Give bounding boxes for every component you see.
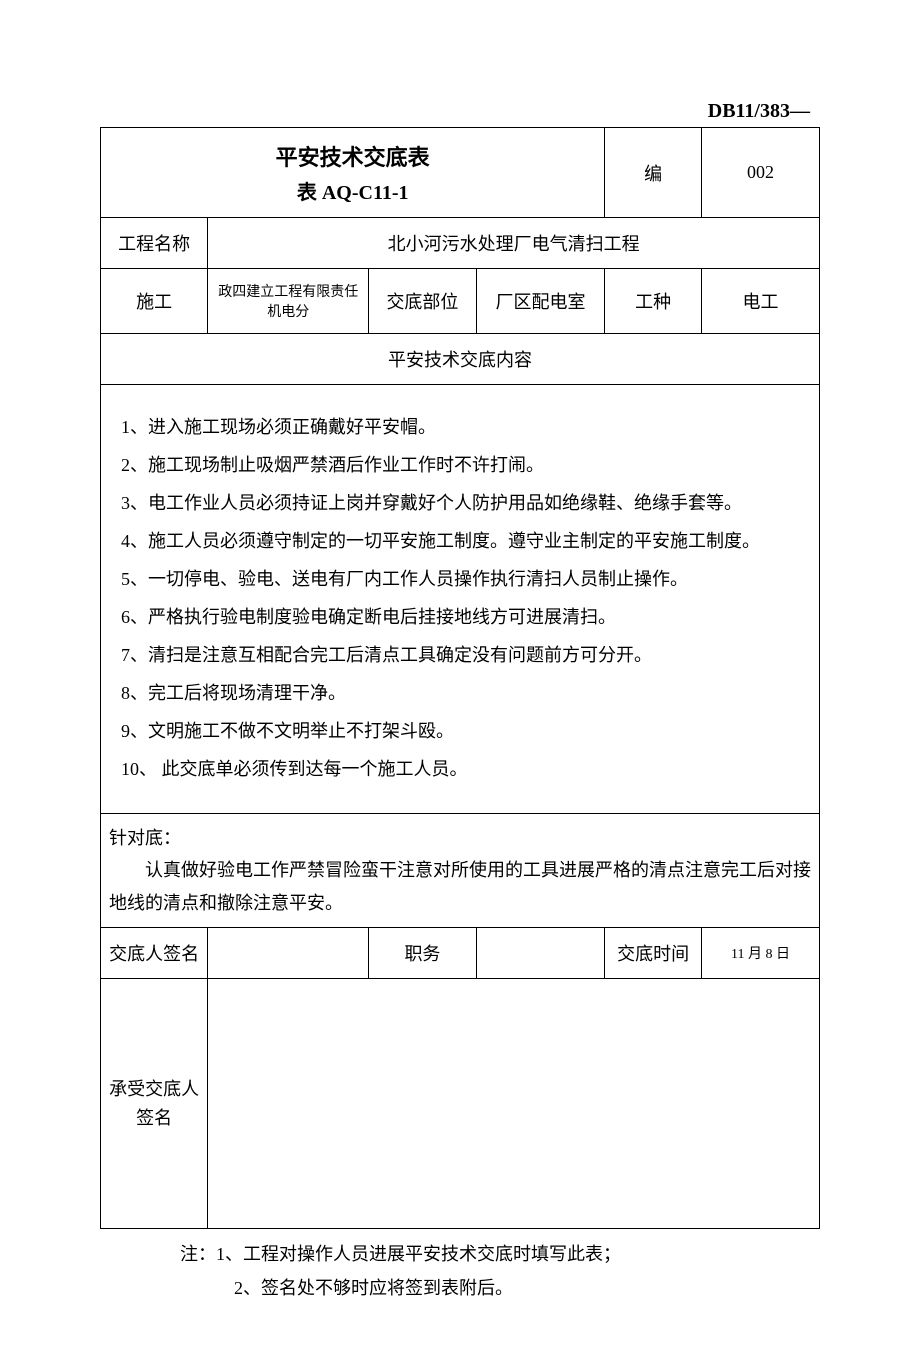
duty-value[interactable] <box>476 928 605 979</box>
content-item-4: 4、施工人员必须遵守制定的一切平安施工制度。遵守业主制定的平安施工制度。 <box>121 523 799 559</box>
title-cell: 平安技术交底表 表 AQ-C11-1 <box>101 128 605 218</box>
content-item-8: 8、完工后将现场清理干净。 <box>121 675 799 711</box>
against-label: 针对底： <box>109 822 811 854</box>
signer-label: 交底人签名 <box>101 928 208 979</box>
content-item-10: 10、 此交底单必须传到达每一个施工人员。 <box>121 751 799 787</box>
worktype-value: 电工 <box>701 269 819 334</box>
form-table: 平安技术交底表 表 AQ-C11-1 编 002 工程名称 北小河污水处理厂电气… <box>100 127 820 1229</box>
content-item-7: 7、清扫是注意互相配合完工后清点工具确定没有问题前方可分开。 <box>121 637 799 673</box>
notes: 注：1、工程对操作人员进展平安技术交底时填写此表； 2、签名处不够时应将签到表附… <box>100 1237 820 1305</box>
note-2: 2、签名处不够时应将签到表附后。 <box>180 1271 820 1305</box>
number-label: 编 <box>605 128 702 218</box>
construction-label: 施工 <box>101 269 208 334</box>
content-item-3: 3、电工作业人员必须持证上岗并穿戴好个人防护用品如绝缘鞋、绝缘手套等。 <box>121 485 799 521</box>
content-item-5: 5、一切停电、验电、送电有厂内工作人员操作执行清扫人员制止操作。 <box>121 561 799 597</box>
content-item-2: 2、施工现场制止吸烟严禁酒后作业工作时不许打闹。 <box>121 447 799 483</box>
number-value: 002 <box>701 128 819 218</box>
content-item-1: 1、进入施工现场必须正确戴好平安帽。 <box>121 409 799 445</box>
signer-value[interactable] <box>208 928 369 979</box>
duty-label: 职务 <box>369 928 476 979</box>
against-cell: 针对底： 认真做好验电工作严禁冒险蛮干注意对所使用的工具进展严格的清点注意完工后… <box>101 814 820 928</box>
content-item-6: 6、严格执行验电制度验电确定断电后挂接地线方可进展清扫。 <box>121 599 799 635</box>
construction-value: 政四建立工程有限责任机电分 <box>208 269 369 334</box>
time-label: 交底时间 <box>605 928 702 979</box>
receiver-label: 承受交底人签名 <box>101 979 208 1229</box>
against-text: 认真做好验电工作严禁冒险蛮干注意对所使用的工具进展严格的清点注意完工后对接地线的… <box>109 854 811 919</box>
part-value: 厂区配电室 <box>476 269 605 334</box>
receiver-signature-area[interactable] <box>208 979 820 1229</box>
time-value: 11 月 8 日 <box>701 928 819 979</box>
doc-code: DB11/383— <box>100 100 820 123</box>
project-name-value: 北小河污水处理厂电气清扫工程 <box>208 218 820 269</box>
content-body: 1、进入施工现场必须正确戴好平安帽。 2、施工现场制止吸烟严禁酒后作业工作时不许… <box>101 385 820 814</box>
project-name-label: 工程名称 <box>101 218 208 269</box>
form-subtitle: 表 AQ-C11-1 <box>109 176 596 205</box>
form-title: 平安技术交底表 <box>109 140 596 172</box>
content-header: 平安技术交底内容 <box>101 334 820 385</box>
note-1: 注：1、工程对操作人员进展平安技术交底时填写此表； <box>180 1237 820 1271</box>
part-label: 交底部位 <box>369 269 476 334</box>
worktype-label: 工种 <box>605 269 702 334</box>
content-item-9: 9、文明施工不做不文明举止不打架斗殴。 <box>121 713 799 749</box>
